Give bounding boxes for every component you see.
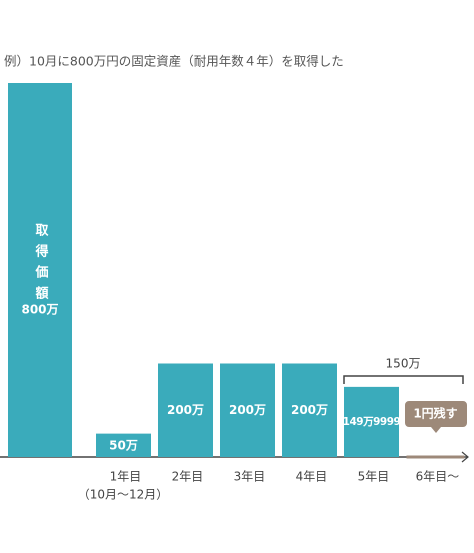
bar-category-label: 取得価額: [33, 223, 50, 307]
bar: [158, 363, 213, 457]
callout-bubble: [405, 401, 467, 433]
value-label: 1円残す: [413, 406, 457, 421]
value-label: 200万: [229, 403, 266, 417]
x-tick-label: 1年目: [110, 470, 142, 484]
bracket: [343, 375, 464, 384]
bar: [282, 363, 337, 457]
x-tick-label: 5年目: [358, 470, 390, 484]
x-tick-label: 6年目〜: [416, 470, 460, 484]
value-label: 200万: [167, 403, 204, 417]
category-note: （10月〜12月）: [78, 488, 169, 502]
value-label: 50万: [109, 439, 138, 453]
value-label: 200万: [291, 403, 328, 417]
bar: [96, 433, 151, 457]
bracket-label: 150万: [386, 357, 421, 371]
value-label: 800万: [21, 303, 58, 317]
axis-arrow: [461, 451, 469, 463]
bar: [220, 363, 275, 457]
x-tick-label: 3年目: [234, 470, 266, 484]
value-label: 149万9999: [343, 416, 401, 428]
x-tick-label: 2年目: [172, 470, 204, 484]
bar: [344, 386, 399, 457]
chart-title: 例）10月に800万円の固定資産（耐用年数４年）を取得した: [4, 54, 344, 69]
x-tick-label: 4年目: [296, 470, 328, 484]
bar: [8, 83, 72, 457]
